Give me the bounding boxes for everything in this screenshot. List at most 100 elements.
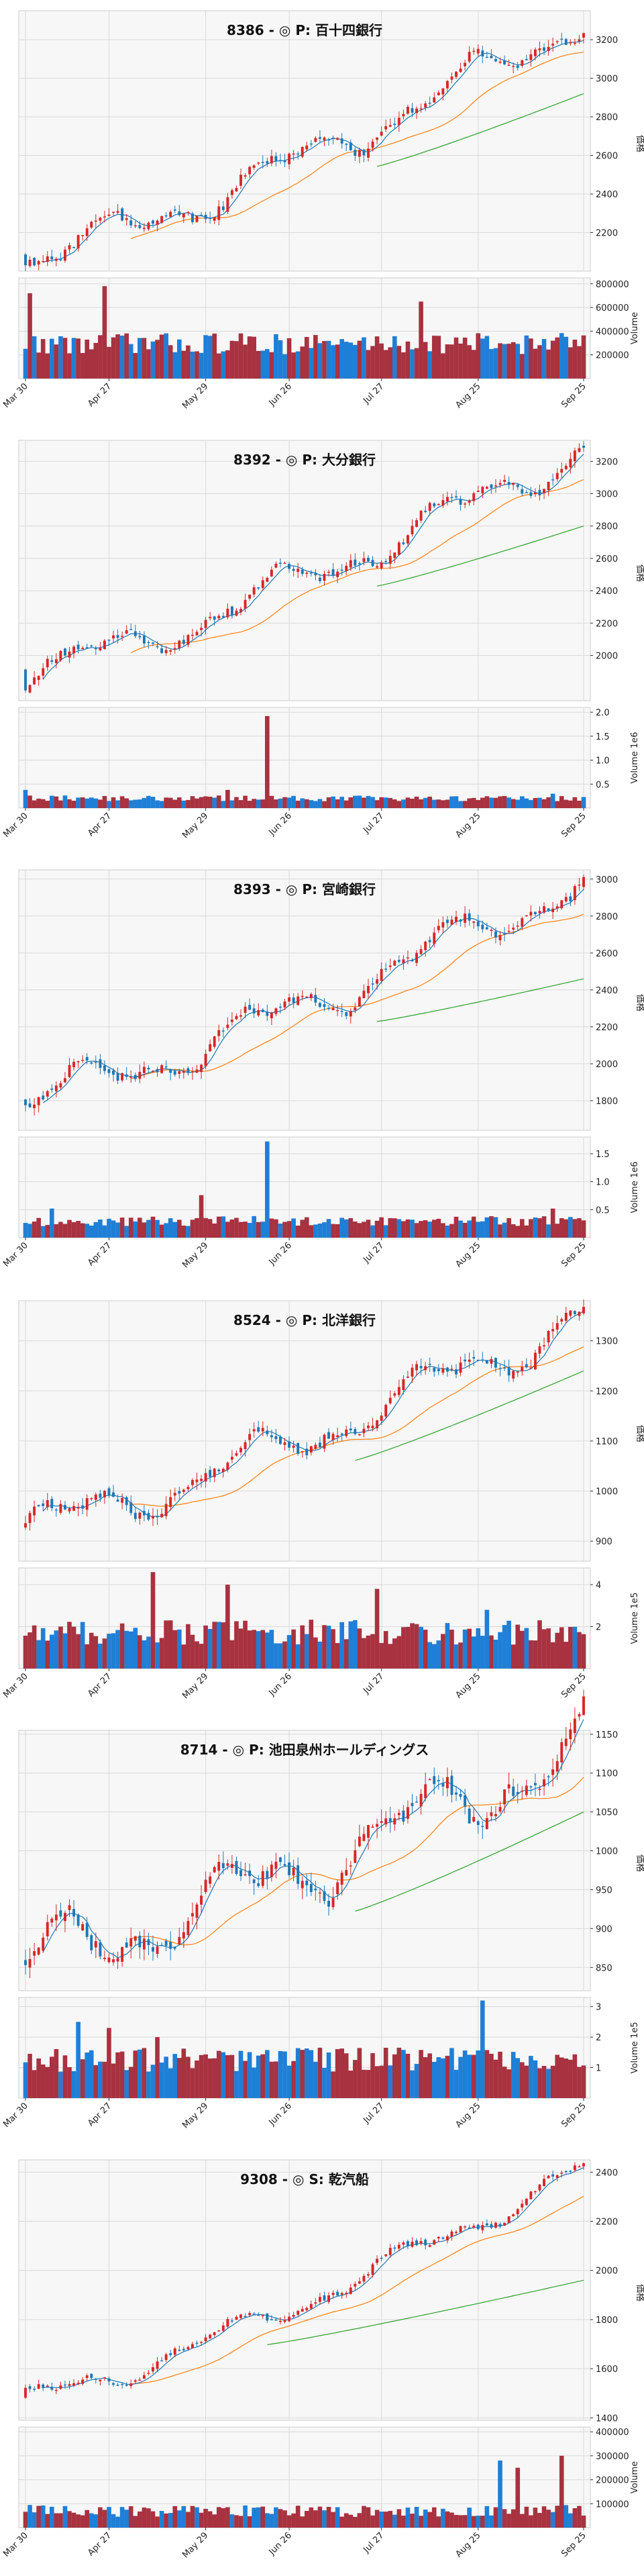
candle-body — [107, 1957, 111, 1963]
volume-bar — [322, 2510, 327, 2528]
volume-bar — [128, 2067, 133, 2098]
candle-body — [560, 468, 564, 473]
volume-bar — [32, 1625, 37, 1669]
volume-bar — [76, 1634, 80, 1669]
candle-body — [191, 213, 194, 223]
candle-body — [191, 2344, 194, 2348]
candle-body — [138, 225, 142, 228]
volume-bar — [550, 1208, 555, 1238]
candle-body — [402, 1379, 405, 1391]
volume-bar — [309, 348, 314, 379]
volume-bar — [256, 2507, 261, 2528]
volume-bar — [317, 343, 323, 379]
candle-body — [42, 1095, 45, 1100]
volume-bar — [36, 352, 41, 379]
volume-bar — [405, 1626, 411, 1669]
candle-body — [195, 632, 199, 636]
volume-bar — [238, 2516, 244, 2528]
volume-bar — [423, 1220, 428, 1238]
volume-bar — [524, 335, 529, 379]
candle-body — [503, 1789, 506, 1805]
volume-bar — [335, 344, 340, 379]
volume-bar — [322, 801, 327, 808]
volume-bar — [102, 1638, 107, 1669]
volume-bar — [176, 797, 182, 808]
candle-body — [573, 1718, 576, 1734]
volume-bar — [291, 1629, 296, 1669]
volume-bar — [146, 1220, 151, 1238]
volume-bar — [357, 1628, 362, 1669]
volume-bar — [216, 2050, 221, 2098]
candle-body — [257, 162, 260, 164]
candle-body — [76, 644, 80, 650]
y-tick-label: 1050 — [596, 1808, 618, 1818]
volume-bar — [115, 334, 120, 379]
candle-body — [481, 487, 484, 494]
candle-body — [547, 1330, 550, 1343]
candle-body — [42, 1937, 45, 1951]
volume-bar — [282, 2510, 287, 2528]
candle-body — [543, 906, 545, 913]
volume-bar — [533, 2060, 538, 2098]
candle-body — [257, 587, 260, 589]
candle-body — [358, 2281, 361, 2284]
candle-body — [235, 2316, 238, 2320]
volume-bar — [476, 333, 481, 379]
candle-body — [24, 1099, 27, 1105]
volume-bar — [423, 1630, 428, 1669]
volume-bar — [28, 2505, 32, 2528]
volume-bar — [374, 800, 380, 808]
candle-body — [450, 2231, 453, 2237]
candle-body — [309, 143, 313, 145]
candle-body — [244, 1874, 247, 1876]
volume-axis-label: Volume — [630, 312, 640, 344]
candle-body — [538, 1346, 541, 1354]
volume-bar — [260, 2054, 266, 2098]
candle-body — [274, 2319, 278, 2321]
candle-body — [54, 1509, 58, 1511]
candle-body — [578, 448, 581, 452]
volume-bar — [32, 800, 37, 808]
candle-body — [270, 569, 273, 577]
y-tick-label: 1300 — [596, 1337, 618, 1347]
candle-body — [186, 211, 190, 213]
x-tick-label: Jul 27 — [361, 381, 386, 406]
candle-body — [125, 1497, 128, 1505]
volume-bar — [462, 2050, 468, 2098]
candle-body — [235, 1453, 238, 1456]
candle-body — [178, 1071, 181, 1074]
candle-body — [147, 1513, 150, 1520]
volume-bar — [493, 797, 498, 808]
candle-body — [279, 1006, 282, 1008]
candle-body — [33, 1104, 36, 1109]
candle-body — [235, 188, 238, 192]
candle-body — [397, 2244, 400, 2249]
candle-body — [37, 260, 40, 265]
volume-bar — [498, 2461, 502, 2528]
y-tick-label: 1000 — [596, 1847, 618, 1857]
candle-body — [582, 2163, 585, 2167]
volume-bar — [133, 1628, 138, 1669]
volume-bar — [229, 1640, 235, 1669]
candle-body — [407, 1807, 409, 1819]
volume-bar — [45, 1640, 50, 1669]
candle-body — [138, 636, 142, 638]
volume-bar — [128, 344, 133, 379]
volume-bar — [229, 340, 235, 379]
volume-bar — [357, 1223, 362, 1238]
volume-bar — [71, 1222, 76, 1238]
y-tick-label: 2000 — [596, 2267, 618, 2277]
candle-body — [468, 52, 471, 62]
volume-bar — [54, 796, 59, 808]
y-tick-label: 2200 — [596, 2218, 618, 2228]
volume-bar — [89, 797, 94, 808]
sma5-line — [42, 1311, 584, 1518]
volume-bar — [146, 2508, 151, 2528]
candle-body — [560, 900, 564, 909]
volume-bar — [76, 1220, 80, 1238]
volume-bar — [221, 2508, 226, 2528]
volume-bar — [212, 1622, 217, 1669]
volume-bar — [343, 1219, 349, 1238]
y-tick-label: 3200 — [596, 457, 618, 467]
x-tick-label: Apr 27 — [86, 2530, 113, 2558]
